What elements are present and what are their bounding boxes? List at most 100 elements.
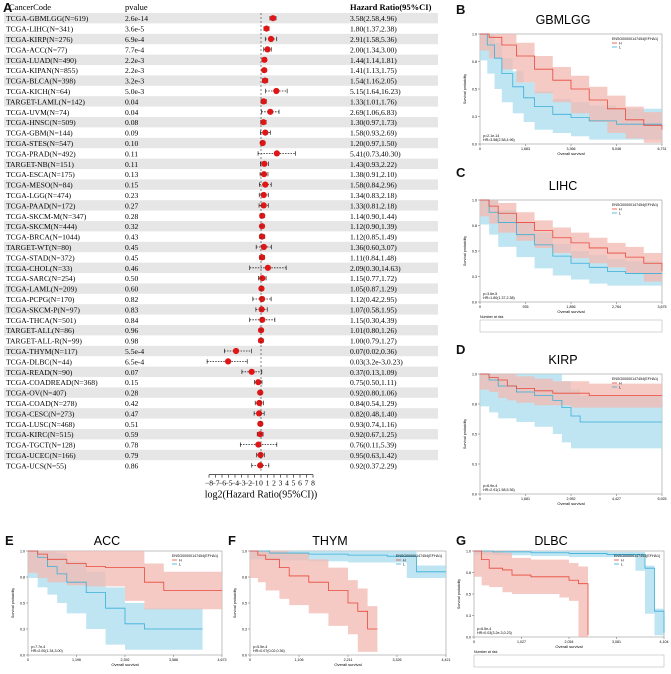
hr-label: 3.58(2.58,4.96)	[350, 14, 397, 23]
hr-point	[258, 254, 266, 261]
km-plot-kirp: KIRP 0.0 0.3 0.5 0.8 1.0 Survival probability 0…	[463, 353, 667, 506]
x-tick-label: 935	[523, 305, 529, 309]
x-tick-label: 1,196	[72, 658, 81, 662]
row-stripe	[4, 387, 438, 398]
hr-label: 5.15(1.64,16.23)	[350, 87, 401, 96]
x-tick-label: 4,104	[660, 640, 669, 644]
hr-point	[260, 171, 268, 178]
hr-label: 2.91(1.58,5.36)	[350, 35, 397, 44]
panel-letter-f: F	[228, 533, 236, 548]
cancer-code-label: TCGA-CHOL(N=33)	[6, 264, 73, 273]
pvalue-label: 0.47	[125, 409, 138, 418]
cancer-code-label: TARGET-NB(N=151)	[6, 160, 74, 169]
pvalue-label: 3.2e-3	[125, 77, 144, 86]
x-tick-label: 2,784	[612, 305, 621, 309]
row-stripe	[4, 429, 438, 440]
pvalue-label: 0.15	[125, 181, 138, 190]
x-tick-label: 3,326	[393, 658, 402, 662]
hr-point	[261, 67, 268, 74]
row-stripe	[4, 75, 438, 86]
hr-point	[257, 431, 264, 438]
cancer-code-label: TCGA-SKCM(N=444)	[6, 222, 77, 231]
high-survival-curve	[250, 550, 378, 630]
y-tick-label: 0.0	[466, 636, 471, 640]
panel-letter-b: B	[456, 2, 466, 17]
y-tick-label: 0.8	[472, 60, 477, 64]
hr-point	[258, 285, 265, 292]
risk-table-frame	[479, 319, 663, 333]
hr-point	[258, 233, 266, 240]
hr-label: 0.76(0.11,5.39)	[350, 441, 397, 450]
hr-point	[260, 243, 267, 251]
hr-label: 1.00(0.79,1.27)	[350, 337, 397, 346]
hr-label: 1.11(0.84,1.48)	[350, 253, 397, 262]
x-tick-label: 8	[311, 479, 315, 488]
high-ci-band	[480, 374, 662, 408]
y-tick-label: 0.5	[472, 433, 477, 437]
hr-point	[255, 441, 262, 448]
y-tick-label: 0.3	[472, 115, 477, 119]
y-tick-label: 0.8	[20, 576, 25, 580]
x-tick-label: 4,427	[612, 497, 621, 501]
y-axis-label: Survival probability	[457, 579, 461, 609]
row-stripe	[4, 117, 438, 128]
hr-label: 0.95(0.63,1.42)	[350, 451, 397, 460]
x-tick-label: 2,054	[565, 640, 574, 644]
hr-point	[260, 202, 267, 209]
stats-hr: HR=1.80(1.37,2.38)	[483, 296, 515, 300]
legend-low-label: L	[179, 562, 181, 566]
km-plot-acc: ACC 0.0 0.3 0.5 0.8 1.0 Survival probability 0 1…	[11, 535, 227, 667]
cancer-code-label: TCGA-HNSC(N=509)	[6, 118, 76, 127]
cancer-code-label: TCGA-SKCM-M(N=347)	[6, 212, 87, 221]
risk-table-frame	[473, 654, 665, 668]
pvalue-label: 0.86	[125, 461, 138, 470]
hr-point	[269, 15, 277, 22]
hr-point	[257, 451, 264, 459]
y-tick-label: 1.0	[242, 550, 247, 554]
cancer-code-label: TCGA-COAD(N=278)	[6, 399, 77, 408]
x-tick-label: −6	[218, 479, 226, 488]
hr-point	[257, 337, 265, 344]
row-stripe	[4, 13, 438, 24]
pvalue-label: 0.50	[125, 274, 138, 283]
y-tick-label: 1.0	[472, 373, 477, 377]
row-stripe	[4, 325, 438, 336]
cancer-code-label: TCGA-READ(N=90)	[6, 368, 73, 377]
y-tick-label: 0.5	[472, 250, 477, 254]
x-tick-label: 0	[259, 479, 263, 488]
low-survival-curve	[480, 373, 662, 423]
row-stripe	[4, 54, 438, 65]
cancer-code-label: TCGA-TGCT(N=128)	[6, 441, 76, 450]
panel-letter-g: G	[456, 533, 467, 548]
row-stripe	[4, 345, 438, 357]
x-axis-label: Overall survival	[557, 151, 584, 156]
hr-point	[260, 191, 267, 199]
cancer-code-label: TCGA-LAML(N=209)	[6, 285, 77, 294]
x-axis-label: Overall survival	[557, 309, 584, 314]
row-stripe	[4, 137, 438, 149]
panel-letter-d: D	[456, 342, 466, 357]
x-tick-label: 0	[473, 640, 475, 644]
panel-letter-a: A	[3, 0, 13, 15]
pvalue-label: 0.79	[125, 451, 138, 460]
hr-label: 1.43(0.93,2.22)	[350, 160, 397, 169]
cancer-code-label: TCGA-GBM(N=144)	[6, 129, 73, 138]
legend-high-label: H	[403, 558, 406, 562]
hr-label: 1.20(0.97,1.50)	[350, 139, 397, 148]
pvalue-label: 0.60	[125, 285, 138, 294]
hr-point	[262, 181, 269, 188]
x-tick-label: 3	[279, 479, 283, 488]
x-tick-label: −4	[231, 479, 239, 488]
km-title: DLBC	[534, 535, 567, 548]
pvalue-label: 6.9e-4	[125, 35, 144, 44]
x-tick-label: −1	[251, 479, 259, 488]
hr-label: 0.37(0.13,1.09)	[350, 368, 397, 377]
legend-title: ENSG00000147454(EFHA1)	[612, 37, 658, 41]
cancer-code-label: TCGA-BRCA(N=1044)	[6, 233, 80, 242]
cancer-code-label: TCGA-UVM(N=74)	[6, 108, 70, 117]
cancer-code-label: TCGA-ESCA(N=175)	[6, 170, 75, 179]
stats-hr: HR=0.03(3.2e-3,0.23)	[477, 631, 512, 635]
x-tick-label: 3,366	[567, 147, 576, 151]
cancer-code-label: TCGA-KICH(N=64)	[6, 87, 71, 96]
hr-label: 2.00(1.34,3.00)	[350, 45, 397, 54]
